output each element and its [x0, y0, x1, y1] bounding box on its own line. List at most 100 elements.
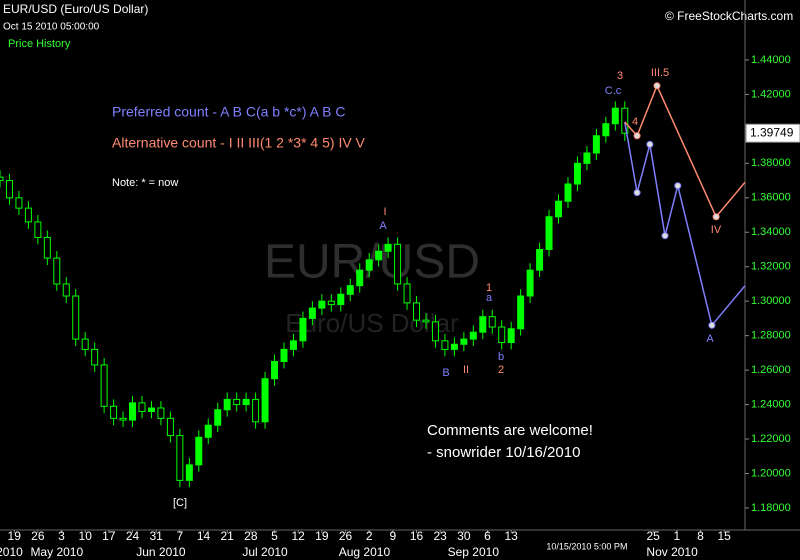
x-tick-label: 8 — [697, 529, 704, 543]
candle-body — [100, 364, 108, 407]
x-tick-label: 21 — [221, 529, 235, 543]
x-tick-label: 17 — [102, 529, 116, 543]
candle-body — [81, 338, 89, 350]
candle-body — [147, 407, 155, 412]
candle-body — [308, 307, 316, 319]
candle-body — [289, 340, 297, 350]
candle-body — [138, 402, 146, 412]
last-price-box — [745, 123, 800, 143]
legend-label: Alternative count - I II III(1 2 *3* 4 5… — [112, 135, 366, 151]
x-tick-label: 9 — [390, 529, 397, 543]
x-tick-label: 19 — [315, 529, 329, 543]
last-price-label: 1.39749 — [750, 125, 794, 139]
candle-body — [62, 283, 70, 297]
candle-body — [318, 300, 326, 309]
candle-body — [422, 319, 430, 323]
candle-body — [166, 417, 174, 437]
x-tick-label: 7 — [177, 529, 184, 543]
candle-body — [583, 152, 591, 164]
candle-body — [356, 269, 364, 287]
wave-label: 1 — [486, 282, 492, 294]
x-tick-label: 1 — [673, 529, 680, 543]
x-month-label: Jun 2010 — [136, 545, 186, 559]
x-tick-label: 12 — [292, 529, 306, 543]
x-tick-label: 23 — [434, 529, 448, 543]
x-tick-label: 15 — [717, 529, 731, 543]
x-month-label: Aug 2010 — [339, 545, 391, 559]
candle-body — [394, 243, 402, 285]
source: © FreeStockCharts.com — [665, 9, 793, 23]
wave-label: 3 — [617, 70, 623, 82]
candle-body — [195, 436, 203, 466]
projection-point — [646, 140, 654, 148]
legend-label: Preferred count - A B C(a b *c*) A B C — [112, 104, 345, 120]
candle-body — [327, 300, 335, 306]
x-tick-label: 30 — [457, 529, 471, 543]
candle-body — [498, 326, 506, 344]
candle-body — [214, 409, 222, 426]
signature: - snowrider 10/16/2010 — [427, 444, 580, 461]
candle-body — [564, 183, 572, 202]
chart-title: EUR/USD (Euro/US Dollar) — [3, 2, 148, 16]
wave-label: II — [463, 364, 469, 376]
candle-body — [536, 248, 544, 271]
panel-label: Price History — [8, 38, 71, 50]
wave-label: b — [498, 351, 504, 363]
candle-body — [469, 331, 477, 340]
projection-point — [708, 321, 716, 329]
projection-point — [674, 182, 682, 190]
candle-body — [450, 343, 458, 350]
candle-body — [91, 348, 99, 366]
candle-body — [223, 398, 231, 411]
candle-body — [337, 293, 345, 306]
candle-body — [119, 417, 127, 421]
y-tick-label: 1.20000 — [751, 467, 791, 479]
candle-body — [185, 464, 193, 481]
y-tick-label: 1.22000 — [751, 433, 791, 445]
y-tick-label: 1.18000 — [751, 502, 791, 514]
candle-body — [233, 398, 241, 406]
wave-label: B — [442, 367, 449, 379]
projection-point — [633, 132, 641, 140]
x-month-label: Nov 2010 — [646, 545, 698, 559]
candle-body — [271, 360, 279, 380]
candle-body — [299, 317, 307, 342]
y-tick-label: 1.44000 — [751, 54, 791, 66]
projection-point — [653, 82, 661, 90]
candle-body — [280, 348, 288, 362]
candle-body — [242, 398, 250, 406]
candle-body — [204, 424, 212, 438]
candle-body — [43, 236, 51, 259]
x-tick-label: 24 — [126, 529, 140, 543]
candle-body — [0, 176, 4, 182]
x-tick-label: 3 — [58, 529, 65, 543]
chart-subtitle: Oct 15 2010 05:00:00 — [3, 22, 100, 33]
x-tick-label: 16 — [410, 529, 424, 543]
x-tick-label: 26 — [339, 529, 353, 543]
y-tick-label: 1.42000 — [751, 88, 791, 100]
wave-label: III.5 — [651, 67, 669, 79]
candle-body — [573, 162, 581, 185]
wave-label: a — [486, 292, 493, 304]
wave-label: A — [706, 333, 714, 345]
candle-body — [346, 285, 354, 295]
candle-body — [384, 243, 392, 252]
candle-body — [72, 295, 80, 340]
y-tick-label: 1.30000 — [751, 295, 791, 307]
candle-body — [110, 405, 118, 419]
candle-body — [261, 378, 269, 423]
x-tick-label: 5 — [271, 529, 278, 543]
x-tick-label: 14 — [197, 529, 211, 543]
candle-body — [517, 295, 525, 330]
wave-label: C.c — [605, 85, 622, 97]
x-tick-label: 13 — [505, 529, 519, 543]
candle-body — [129, 402, 137, 421]
y-tick-label: 1.38000 — [751, 157, 791, 169]
candle-body — [403, 283, 411, 304]
projection-point — [661, 232, 669, 240]
candle-body — [621, 107, 629, 134]
x-tick-label: 2 — [366, 529, 373, 543]
candle-body — [611, 107, 619, 125]
projection-point — [712, 213, 720, 221]
